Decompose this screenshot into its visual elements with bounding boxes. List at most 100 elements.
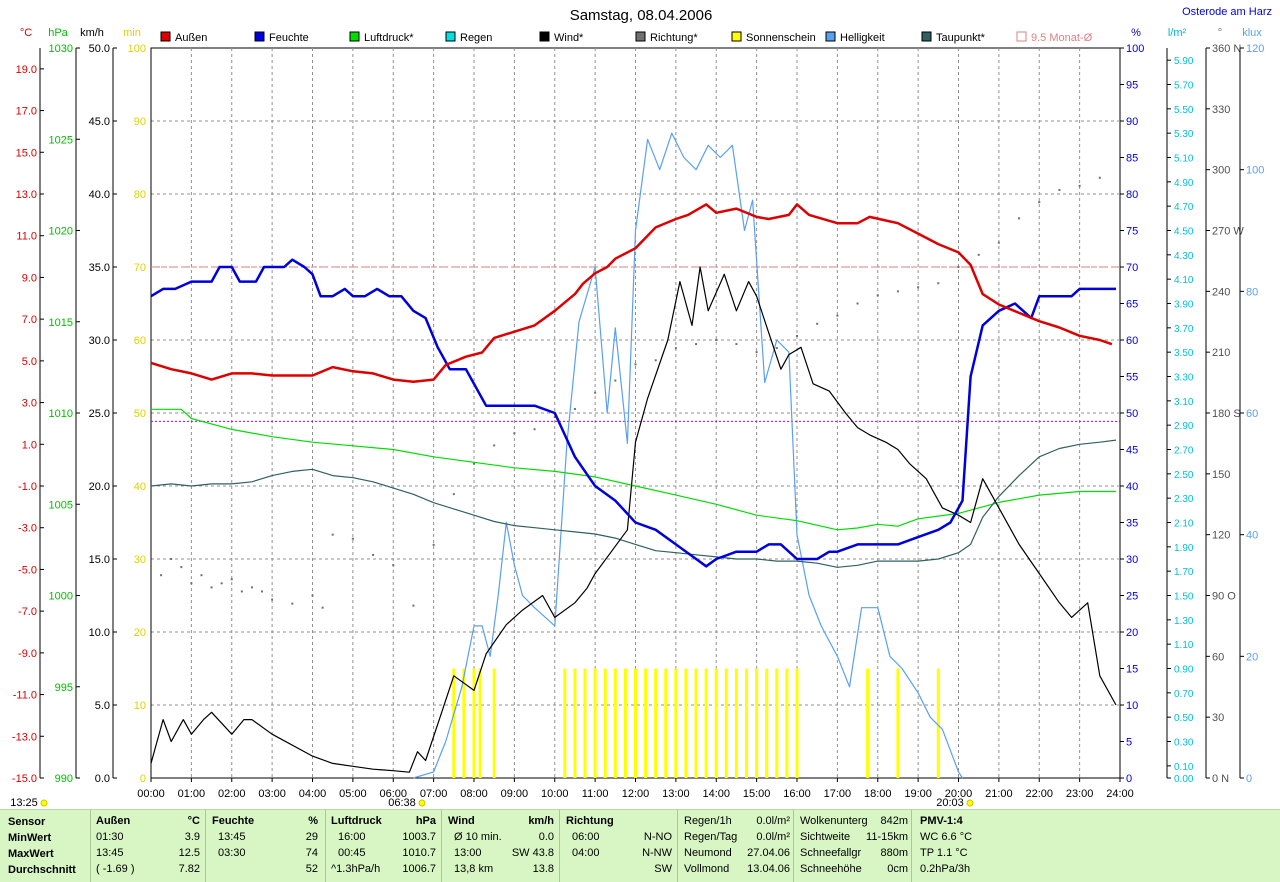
lux-tick-label: 0 bbox=[1246, 773, 1252, 785]
direction-tick-label: 90 O bbox=[1212, 591, 1236, 603]
regen-1h-value: 0.0l/m² bbox=[756, 815, 790, 827]
direction-tick-label: 240 bbox=[1212, 286, 1230, 298]
schneehoehe-label: Schneehöhe bbox=[800, 863, 862, 875]
minutes-tick-label: 10 bbox=[134, 700, 146, 712]
direction-point bbox=[180, 566, 183, 569]
x-tick-label: 15:00 bbox=[743, 788, 771, 800]
legend-swatch bbox=[635, 31, 646, 42]
wind-max-time: 13:00 bbox=[454, 847, 482, 859]
direction-point bbox=[775, 347, 778, 350]
humidity-tick-label: 5 bbox=[1126, 737, 1132, 749]
lux-tick-label: 120 bbox=[1246, 43, 1264, 55]
pressure-tick-label: 990 bbox=[55, 773, 73, 785]
legend-label: Helligkeit bbox=[840, 32, 885, 44]
sunset-label: 20:03 bbox=[936, 797, 964, 809]
rain-tick-label: 2.10 bbox=[1174, 519, 1194, 530]
temp-tick-label: 3.0 bbox=[22, 398, 37, 410]
direction-point bbox=[997, 241, 1000, 244]
temp-tick-label: -11.0 bbox=[13, 690, 37, 702]
aussen-unit: °C bbox=[187, 815, 200, 827]
richtung-min-value: N-NO bbox=[643, 831, 672, 843]
pmv-line: PMV-1:4 bbox=[920, 815, 963, 827]
direction-point bbox=[513, 432, 516, 435]
direction-tick-label: 60 bbox=[1212, 651, 1224, 663]
pressure-tick-label: 995 bbox=[55, 682, 73, 694]
series-line-luftdruck bbox=[151, 408, 1116, 531]
luftdruck-header: Luftdruck bbox=[331, 815, 382, 827]
humidity-tick-label: 25 bbox=[1126, 591, 1138, 603]
direction-point bbox=[392, 564, 395, 567]
legend-swatch bbox=[349, 31, 360, 42]
pressure-tick-label: 1010 bbox=[49, 408, 73, 420]
feuchte-min-time: 13:45 bbox=[218, 831, 246, 843]
direction-point bbox=[614, 379, 617, 382]
direction-point bbox=[977, 253, 980, 256]
wind-max-value: SW 43.8 bbox=[511, 847, 554, 859]
rain-tick-label: 0.00 bbox=[1174, 774, 1194, 785]
x-tick-label: 10:00 bbox=[541, 788, 569, 800]
humidity-tick-label: 10 bbox=[1126, 700, 1138, 712]
feuchte-avg-value: 52 bbox=[305, 863, 318, 875]
direction-point bbox=[331, 533, 334, 536]
legend-swatch bbox=[1016, 31, 1027, 42]
min-row-label: MinWert bbox=[8, 832, 52, 844]
richtung-avg-value: SW bbox=[654, 863, 672, 875]
legend-label: 9.5 Monat-Ø bbox=[1031, 32, 1093, 44]
direction-point bbox=[856, 302, 859, 305]
minutes-unit-label: min bbox=[123, 27, 141, 39]
series-line-taupunkt bbox=[150, 439, 1117, 568]
sichtweite-value: 11-15km bbox=[866, 831, 908, 843]
chart-legend: Außen Feuchte Luftdruck* Regen Wind* Richtung… bbox=[160, 31, 1093, 44]
temp-tick-label: 13.0 bbox=[16, 189, 37, 201]
direction-point bbox=[876, 294, 879, 297]
x-tick-label: 05:00 bbox=[339, 788, 367, 800]
direction-point bbox=[1018, 217, 1021, 220]
wind-avg10-label: Ø 10 min. bbox=[454, 831, 502, 843]
rain-tick-label: 1.30 bbox=[1174, 616, 1194, 627]
luftdruck-min-time: 16:00 bbox=[338, 831, 366, 843]
minutes-tick-label: 50 bbox=[134, 408, 146, 420]
humidity-tick-label: 80 bbox=[1126, 189, 1138, 201]
humidity-tick-label: 65 bbox=[1126, 299, 1138, 311]
direction-point bbox=[573, 407, 576, 410]
temp-tick-label: -9.0 bbox=[18, 648, 37, 660]
rain-tick-label: 0.70 bbox=[1174, 689, 1194, 700]
temp-tick-label: 9.0 bbox=[22, 272, 37, 284]
regen-1h-label: Regen/1h bbox=[684, 815, 732, 827]
direction-point bbox=[1098, 176, 1101, 179]
wind-tick-label: 35.0 bbox=[89, 262, 110, 274]
legend-swatch bbox=[921, 31, 932, 42]
temp-tick-label: 11.0 bbox=[16, 231, 37, 243]
direction-point bbox=[836, 314, 839, 317]
footer-aussen-column: Außen °C 01:30 3.9 13:45 12.5 ( -1.69 ) … bbox=[90, 810, 206, 882]
luftdruck-avg-value: 1006.7 bbox=[402, 863, 436, 875]
rain-tick-label: 2.30 bbox=[1174, 494, 1194, 505]
pressure-tick-label: 1015 bbox=[49, 317, 73, 329]
lux-tick-label: 40 bbox=[1246, 530, 1258, 542]
wind-tick-label: 20.0 bbox=[89, 481, 110, 493]
footer-regen-column: Regen/1h 0.0l/m² Regen/Tag 0.0l/m² Neumo… bbox=[677, 810, 794, 882]
lux-unit-label: klux bbox=[1242, 27, 1262, 39]
direction-point bbox=[896, 290, 899, 293]
temp-tick-label: 19.0 bbox=[16, 64, 37, 76]
temp-tick-label: -3.0 bbox=[18, 523, 37, 535]
wind-tick-label: 50.0 bbox=[89, 43, 110, 55]
humidity-tick-label: 90 bbox=[1126, 116, 1138, 128]
footer-luftdruck-column: Luftdruck hPa 16:00 1003.7 00:45 1010.7 … bbox=[325, 810, 442, 882]
humidity-tick-label: 20 bbox=[1126, 627, 1138, 639]
rain-tick-label: 2.70 bbox=[1174, 446, 1194, 457]
series-line-auen bbox=[150, 203, 1113, 383]
direction-point bbox=[240, 590, 243, 593]
legend-label: Richtung* bbox=[650, 32, 698, 44]
humidity-unit-label: % bbox=[1131, 27, 1141, 39]
rain-tick-label: 5.90 bbox=[1174, 56, 1194, 67]
station-name: Osterode am Harz bbox=[1182, 6, 1272, 18]
pressure-tick-label: 1000 bbox=[49, 591, 73, 603]
rain-tick-label: 4.50 bbox=[1174, 227, 1194, 238]
luftdruck-min-value: 1003.7 bbox=[402, 831, 436, 843]
humidity-tick-label: 35 bbox=[1126, 518, 1138, 530]
minutes-tick-label: 100 bbox=[128, 43, 146, 55]
legend-label: Außen bbox=[175, 32, 207, 44]
rain-tick-label: 0.30 bbox=[1174, 738, 1194, 749]
x-tick-label: 11:00 bbox=[582, 788, 609, 800]
